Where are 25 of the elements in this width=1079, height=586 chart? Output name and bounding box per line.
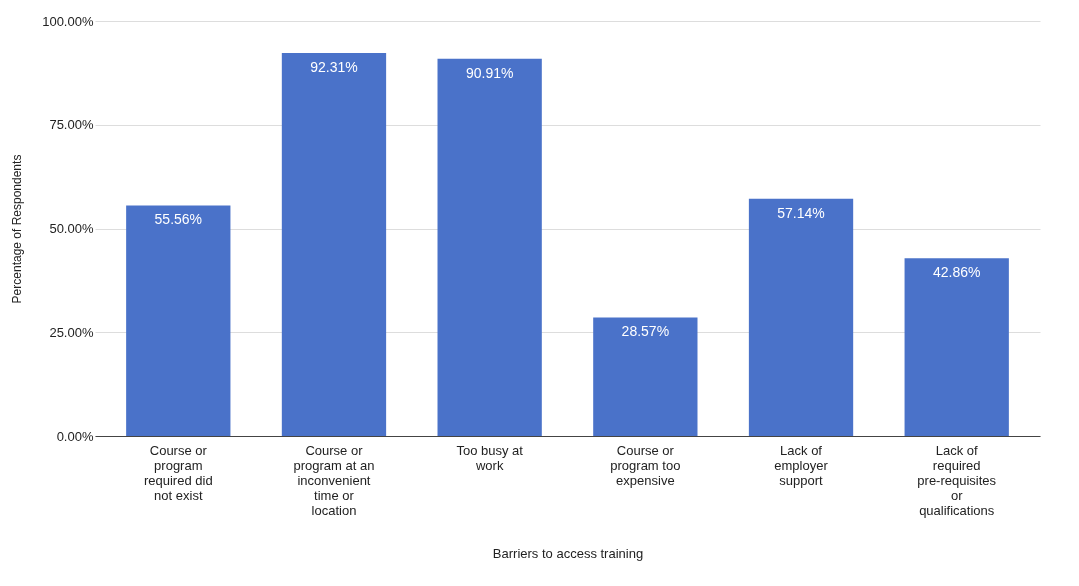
y-tick-label: 50.00% [49, 221, 94, 236]
bar [126, 205, 231, 436]
bar [748, 198, 854, 436]
x-tick-label: Course or program at an inconvenient time or location [293, 442, 375, 518]
data-label: 55.56% [154, 211, 203, 228]
data-label: 42.86% [932, 264, 981, 281]
x-tick-label: Lack of required pre-requisites or qualifications [917, 442, 997, 518]
x-tick-label: Course or program required did not exist [143, 442, 213, 503]
x-axis-title: Barriers to access training [492, 545, 644, 561]
y-tick-label: 75.00% [49, 117, 94, 133]
y-axis-title: Percentage of Respondents [10, 154, 25, 304]
data-label: 92.31% [310, 58, 358, 75]
x-tick-label: Course or program too expensive [610, 442, 681, 488]
y-tick-label: 100.00% [42, 13, 94, 29]
bar [904, 258, 1009, 436]
bar [437, 58, 542, 436]
bar [593, 317, 698, 436]
x-tick-label: Too busy at work [456, 442, 524, 473]
data-label: 28.57% [621, 323, 670, 340]
bar [281, 52, 387, 436]
y-tick-label: 0.00% [56, 428, 94, 444]
data-label: 57.14% [777, 204, 825, 221]
y-tick-label: 25.00% [49, 324, 94, 340]
data-label: 90.91% [465, 64, 514, 81]
x-tick-label: Lack of employer support [774, 442, 829, 488]
